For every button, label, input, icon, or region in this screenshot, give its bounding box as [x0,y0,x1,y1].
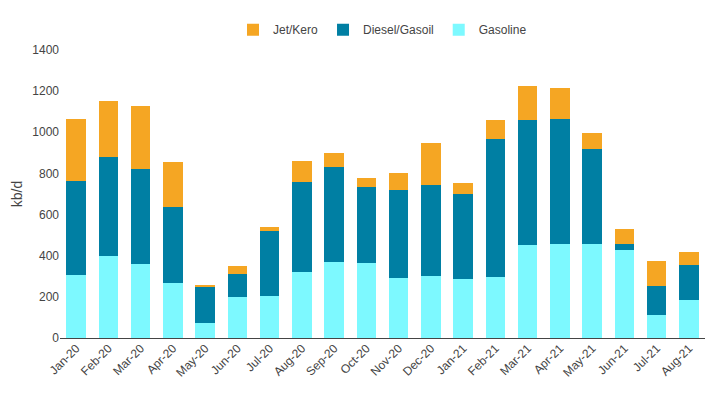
svg-text:600: 600 [39,208,59,222]
svg-text:kb/d: kb/d [9,181,25,207]
svg-text:0: 0 [52,331,59,345]
svg-text:Jun-20: Jun-20 [208,341,244,377]
svg-text:Gasoline: Gasoline [479,23,527,37]
svg-text:1000: 1000 [32,125,59,139]
svg-text:Apr-21: Apr-21 [531,341,567,377]
svg-text:Apr-20: Apr-20 [144,341,180,377]
svg-text:Mar-20: Mar-20 [110,341,147,378]
svg-text:Aug-20: Aug-20 [271,341,308,378]
svg-text:May-21: May-21 [560,341,598,379]
svg-text:Mar-21: Mar-21 [497,341,534,378]
svg-text:1200: 1200 [32,84,59,98]
svg-text:Feb-21: Feb-21 [465,341,502,378]
svg-text:Jan-20: Jan-20 [47,341,83,377]
svg-text:Aug-21: Aug-21 [658,341,695,378]
svg-text:Jet/Kero: Jet/Kero [273,23,318,37]
svg-text:Jan-21: Jan-21 [434,341,470,377]
svg-text:1400: 1400 [32,43,59,57]
svg-text:200: 200 [39,290,59,304]
svg-text:Nov-20: Nov-20 [368,341,405,378]
svg-text:Oct-20: Oct-20 [337,341,373,377]
svg-text:Sep-20: Sep-20 [303,341,340,378]
svg-text:May-20: May-20 [173,341,211,379]
svg-text:Diesel/Gasoil: Diesel/Gasoil [363,23,434,37]
svg-text:Feb-20: Feb-20 [78,341,115,378]
svg-text:400: 400 [39,249,59,263]
svg-text:Jun-21: Jun-21 [595,341,631,377]
svg-text:800: 800 [39,167,59,181]
svg-text:Jul-20: Jul-20 [243,341,276,374]
svg-text:Jul-21: Jul-21 [630,341,663,374]
svg-text:Dec-20: Dec-20 [400,341,437,378]
